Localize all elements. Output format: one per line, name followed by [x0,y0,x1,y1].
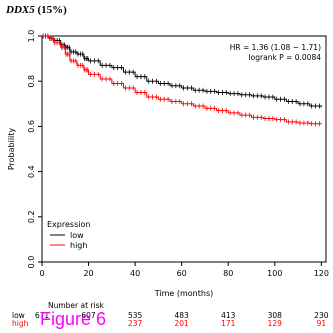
y-tick-label: 1.0 [27,30,36,43]
risk-row-label-high: high [12,319,29,328]
x-axis-label: Time (months) [154,289,214,298]
figure-label: Figure 6 [40,309,107,329]
y-tick-label: 0.6 [27,120,36,133]
series-line-high [42,35,322,125]
risk-row-label-low: low [12,311,25,320]
y-tick-label: 0.4 [27,165,36,178]
risk-value-low: 483 [175,311,190,320]
legend-title: Expression [47,220,90,229]
y-tick-label: 0.0 [27,256,36,269]
legend-label-low: low [70,231,84,240]
x-tick-label: 40 [130,269,140,278]
risk-value-high: 91 [317,319,327,328]
legend-label-high: high [70,241,87,250]
gene-name: DDX5 [6,4,35,16]
risk-value-low: 607 [81,311,96,320]
risk-value-high: 129 [268,319,283,328]
risk-value-low: 308 [268,311,283,320]
y-axis-label: Probability [7,128,16,171]
gene-percent: (15%) [37,4,67,16]
x-tick-label: 60 [177,269,187,278]
risk-value-high: 201 [175,319,190,328]
plot-frame [41,35,327,263]
x-tick-label: 0 [39,269,44,278]
hr-annotation: HR = 1.36 (1.08 − 1.71) [230,43,321,52]
x-tick-label: 20 [83,269,93,278]
y-tick-label: 0.2 [27,210,36,223]
risk-value-high: 171 [221,319,236,328]
series-line-low [42,35,322,108]
logrank-annotation: logrank P = 0.0084 [249,53,322,62]
x-tick-label: 120 [314,269,329,278]
y-tick-label: 0.8 [27,75,36,88]
risk-value-low: 413 [221,311,236,320]
x-tick-label: 80 [223,269,233,278]
gene-title: DDX5 (15%) [6,4,67,16]
risk-value-low: 671 [35,311,50,320]
risk-value-low: 230 [314,311,329,320]
risk-value-low: 535 [128,311,143,320]
x-tick-label: 100 [267,269,282,278]
risk-value-high: 237 [128,319,143,328]
risk-table-title: Number at risk [48,301,105,310]
